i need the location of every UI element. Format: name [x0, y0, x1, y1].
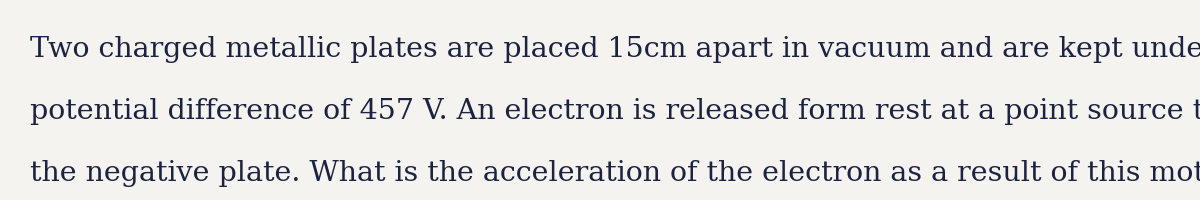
Text: the negative plate. What is the acceleration of the electron as a result of this: the negative plate. What is the accelera… — [30, 160, 1200, 187]
Text: Two charged metallic plates are placed 15cm apart in vacuum and are kept under a: Two charged metallic plates are placed 1… — [30, 36, 1200, 63]
Text: potential difference of 457 V. An electron is released form rest at a point sour: potential difference of 457 V. An electr… — [30, 98, 1200, 125]
